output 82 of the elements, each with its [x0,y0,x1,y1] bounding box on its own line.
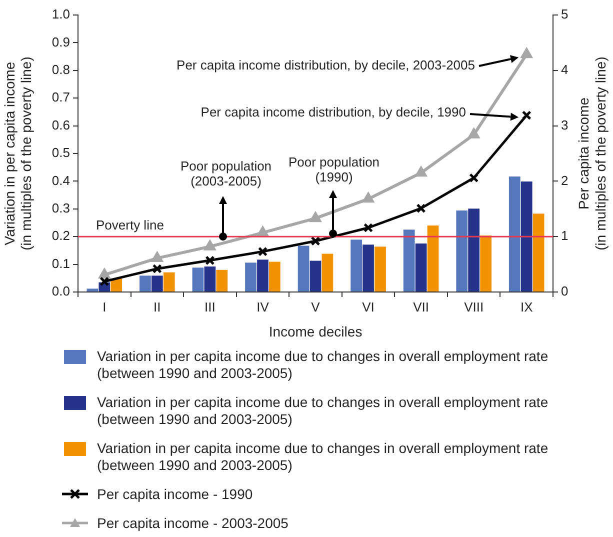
legend-label: Variation in per capita income due to changes in overall employment rate (between 1990 and 2003-2005) [97,394,548,428]
y2-tick-label: 0 [561,284,568,299]
bar [163,272,175,292]
bar [192,268,204,292]
point [468,128,480,138]
x-tick-label: VIII [464,299,484,314]
point [415,166,427,177]
y2-tick-label: 3 [561,117,568,132]
y2-tick-label: 1 [561,228,568,244]
y-tick-label: 0.0 [52,284,70,299]
annotation: Poor population (1990) [288,154,380,185]
y-tick-label: 0.9 [52,34,70,50]
x-tick-label: I [102,299,106,314]
bar [532,214,544,292]
x-tick-label: III [204,299,216,314]
bar [216,270,228,292]
x-tick-label: VI [362,299,374,314]
bar [415,244,427,292]
x-tick-label: II [154,299,161,314]
x-axis-title: Income deciles [268,323,362,340]
legend-label: Per capita income - 1990 [97,486,253,503]
bar [269,262,280,292]
bar [350,240,362,292]
y-axis-title: Variation in per capita income (in multiples of the poverty line) [1,56,34,250]
point [469,173,479,183]
bar [508,176,520,292]
bar [374,246,386,292]
bar [204,266,216,292]
x-tick-label: V [311,299,320,314]
legend-label: Per capita income - 2003-2005 [97,515,288,532]
bar [362,244,374,292]
bar [140,276,151,292]
y2-tick-label: 5 [561,6,568,22]
bar [151,276,163,292]
y-tick-label: 0.2 [52,228,70,244]
bar [298,246,310,292]
point [362,192,374,203]
ref-line-label: Poverty line [96,218,164,233]
legend-label: Variation in per capita income due to changes in overall employment rate (between 1990 and 2003-2005) [97,440,548,474]
y-tick-label: 0.1 [52,256,70,271]
bar [86,288,98,292]
point [258,246,268,256]
y-tick-label: 1.0 [52,6,70,22]
point [152,252,163,262]
bar [427,226,439,292]
point [100,276,110,286]
y2-tick-label: 4 [561,62,568,77]
point [257,226,268,236]
y2-tick-label: 2 [561,172,568,188]
y2-axis-title: Per capita income (in multiples of the poverty line) [575,56,608,250]
point [416,204,426,214]
y-tick-label: 0.5 [52,145,70,160]
bar [322,254,334,292]
point [521,48,532,58]
x-tick-label: VII [413,299,430,314]
x-tick-label: IV [256,299,270,314]
point [310,236,320,246]
x-tick-label: IX [520,299,534,314]
legend-label: Variation in per capita income due to changes in overall employment rate (between 1990 and 2003-2005) [97,348,548,382]
bar [456,210,468,292]
bar [403,230,415,292]
y-tick-label: 0.4 [52,172,70,188]
y-tick-label: 0.3 [52,200,70,216]
point [204,240,216,250]
bar [520,181,532,292]
point [98,268,110,279]
annotation: Per capita income distribution, by decile, 2003-2005 [176,58,475,73]
point [310,212,322,222]
annotation: Poor population (2003-2005) [180,158,272,189]
bar [257,260,268,292]
bar [468,208,480,292]
bar [480,235,492,292]
point [205,256,215,266]
y-tick-label: 0.6 [52,117,70,132]
bar [310,260,322,292]
annotation: Per capita income distribution, by decile, 1990 [200,104,466,120]
point [522,110,532,120]
point [152,264,162,274]
y-tick-label: 0.8 [52,62,70,77]
point [363,222,374,233]
y-tick-label: 0.7 [52,90,70,105]
bar [245,262,256,292]
